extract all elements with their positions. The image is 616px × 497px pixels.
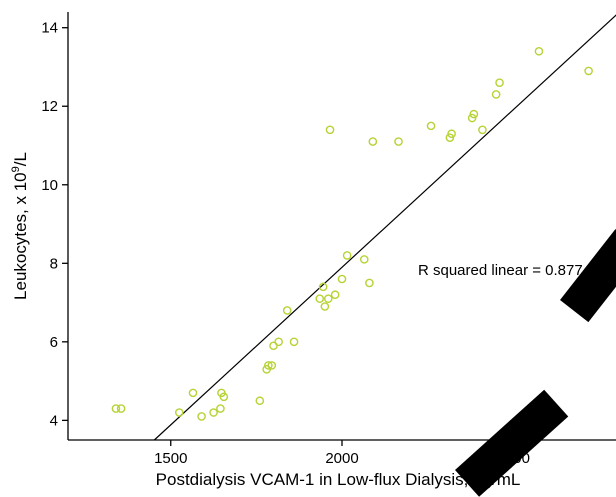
data-point — [447, 129, 456, 139]
data-point — [394, 137, 403, 146]
data-point — [267, 361, 277, 370]
y-axis-title: Leukocytes, x 109/L — [10, 152, 30, 300]
y-tick-label: 12 — [41, 98, 58, 115]
y-tick-label: 6 — [50, 334, 58, 351]
data-point — [478, 125, 487, 135]
x-tick-label: 1500 — [154, 450, 187, 467]
data-point — [426, 121, 436, 131]
y-tick-label: 4 — [50, 412, 58, 429]
y-axis-title-superscript: 9 — [10, 166, 22, 172]
data-point — [289, 337, 299, 347]
data-point — [216, 404, 225, 413]
data-point — [219, 392, 229, 402]
data-point — [368, 137, 378, 146]
y-tick-label: 10 — [41, 177, 58, 194]
data-point — [282, 306, 292, 315]
y-tick-label: 14 — [41, 20, 58, 37]
y-axis-title-main: Leukocytes, x 10 — [11, 172, 30, 300]
data-point — [325, 125, 335, 135]
fit-line-group — [153, 14, 616, 441]
y-axis-title-tail: /L — [11, 152, 30, 166]
data-point — [188, 388, 198, 398]
axes: 468101214150020002500 — [41, 12, 616, 467]
data-point — [175, 408, 184, 417]
fit-line — [153, 14, 616, 441]
data-point — [255, 396, 265, 406]
data-point — [318, 282, 328, 292]
data-point — [116, 404, 126, 413]
data-point — [467, 113, 477, 123]
data-point — [111, 404, 121, 413]
data-point — [365, 278, 374, 288]
data-point — [584, 66, 593, 76]
x-axis-title: Postdialysis VCAM-1 in Low-flux Dialysis… — [156, 470, 521, 489]
r-squared-annotation: R squared linear = 0.877 — [418, 262, 583, 279]
data-point — [330, 290, 340, 300]
data-point — [495, 78, 504, 87]
data-point — [491, 90, 501, 99]
data-point — [359, 255, 369, 264]
data-point — [445, 133, 455, 142]
data-point — [320, 302, 330, 311]
data-point — [337, 274, 347, 284]
data-point — [342, 251, 352, 260]
data-point — [469, 109, 479, 119]
data-point — [274, 337, 283, 347]
x-tick-label: 2000 — [325, 450, 358, 467]
data-point — [209, 408, 218, 417]
data-point — [264, 361, 273, 370]
data-point — [323, 294, 333, 303]
y-tick-label: 8 — [50, 255, 58, 272]
data-point — [534, 46, 544, 56]
data-point — [197, 412, 206, 421]
data-point — [315, 294, 325, 303]
data-points — [111, 46, 593, 421]
